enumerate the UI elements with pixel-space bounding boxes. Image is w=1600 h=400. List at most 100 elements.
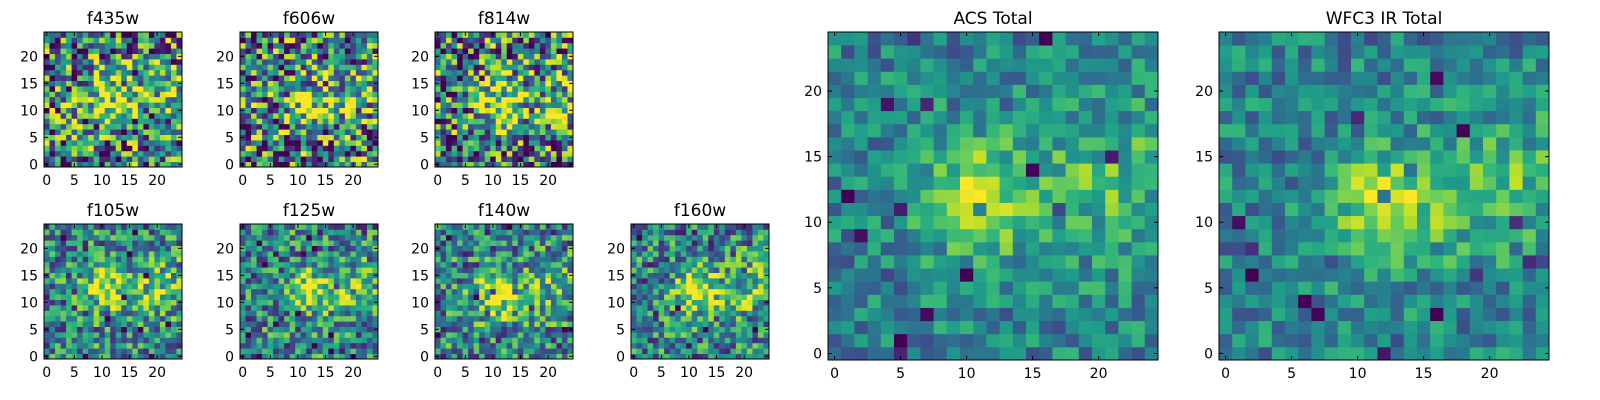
heatmap-cell	[93, 75, 100, 81]
heatmap-cell	[267, 80, 274, 87]
heatmap-cell	[49, 156, 56, 162]
heatmap-cell	[284, 53, 291, 60]
heatmap-cell	[528, 337, 535, 344]
heatmap-cell	[339, 348, 346, 354]
heatmap-cell	[506, 123, 513, 130]
heatmap-cell	[148, 145, 155, 152]
heatmap-cell	[372, 48, 379, 54]
heatmap-cell	[686, 294, 693, 300]
heatmap-cell	[262, 283, 268, 290]
heatmap-cell	[512, 123, 519, 130]
heatmap-cell	[311, 48, 318, 54]
heatmap-cell	[66, 53, 72, 60]
heatmap-cell	[104, 353, 111, 360]
heatmap-cell	[143, 272, 150, 279]
x-tick-label: 0	[238, 365, 247, 381]
heatmap-cell	[724, 342, 731, 349]
heatmap-cell	[495, 48, 502, 54]
heatmap-cell	[154, 272, 161, 279]
heatmap-cell	[440, 256, 447, 263]
x-tick-label: 10	[484, 173, 502, 189]
heatmap-cell	[664, 234, 671, 241]
heatmap-cell	[479, 348, 486, 354]
heatmap-cell	[642, 251, 648, 257]
heatmap-cell	[669, 251, 676, 257]
heatmap-cell	[561, 267, 568, 273]
heatmap-cell	[88, 342, 95, 349]
heatmap-cell	[240, 129, 246, 135]
heatmap-cell	[278, 332, 285, 338]
heatmap-cell	[300, 251, 307, 257]
heatmap-cell	[322, 42, 329, 49]
heatmap-cell	[372, 86, 379, 92]
heatmap-cell	[143, 315, 150, 322]
heatmap-cell	[528, 75, 535, 81]
heatmap-cell	[506, 96, 513, 103]
heatmap-cell	[295, 80, 302, 87]
heatmap-cell	[71, 145, 78, 152]
heatmap-cell	[534, 256, 541, 263]
heatmap-cell	[311, 240, 318, 246]
heatmap-cell	[273, 59, 280, 65]
heatmap-cell	[960, 228, 974, 243]
heatmap-cell	[697, 261, 704, 268]
heatmap-cell	[534, 299, 541, 306]
heatmap-cell	[680, 251, 687, 257]
heatmap-cell	[366, 59, 373, 65]
heatmap-cell	[561, 113, 568, 119]
heatmap-cell	[328, 145, 335, 152]
heatmap-cell	[99, 80, 106, 87]
heatmap-cell	[82, 294, 89, 300]
heatmap-cell	[295, 283, 302, 290]
heatmap-cell	[1078, 294, 1093, 308]
heatmap-cell	[636, 224, 643, 230]
heatmap-cell	[355, 80, 362, 87]
heatmap-cell	[333, 145, 340, 152]
heatmap-cell	[501, 150, 508, 157]
heatmap-cell	[88, 315, 95, 322]
heatmap-cell	[350, 272, 357, 279]
heatmap-cell	[99, 86, 106, 92]
heatmap-cell	[484, 32, 491, 38]
x-tick-label: 10	[289, 365, 307, 381]
heatmap-cell	[528, 32, 535, 38]
heatmap-cell	[273, 86, 280, 92]
heatmap-cell	[322, 229, 329, 236]
heatmap-cell	[545, 278, 552, 284]
heatmap-cell	[273, 326, 280, 333]
heatmap-cell	[284, 75, 291, 81]
heatmap-cell	[451, 86, 458, 92]
heatmap-cell	[262, 156, 268, 162]
heatmap-cell	[528, 59, 535, 65]
heatmap-cell	[708, 234, 715, 241]
heatmap-cell	[473, 91, 480, 98]
heatmap-cell	[240, 305, 246, 311]
heatmap-cell	[328, 53, 335, 60]
heatmap-cell	[631, 288, 637, 295]
y-tick-label: 20	[216, 49, 234, 65]
heatmap-cell	[986, 163, 1000, 177]
heatmap-cell	[273, 288, 280, 295]
heatmap-cell	[93, 310, 100, 317]
heatmap-cell	[251, 267, 257, 273]
heatmap-cell	[484, 53, 491, 60]
heatmap-cell	[344, 140, 351, 146]
heatmap-cell	[333, 245, 340, 252]
x-tick-label: 10	[93, 365, 111, 381]
heatmap-cell	[289, 272, 296, 279]
heatmap-cell	[686, 288, 693, 295]
heatmap-cell	[366, 353, 373, 360]
heatmap-cell	[143, 161, 150, 168]
heatmap-cell	[93, 107, 100, 114]
heatmap-cell	[355, 129, 362, 135]
heatmap-cell	[311, 161, 318, 168]
heatmap-cell	[631, 348, 637, 354]
heatmap-cell	[907, 228, 921, 243]
heatmap-cell	[143, 118, 150, 125]
heatmap-cell	[115, 305, 122, 311]
heatmap-cell	[317, 278, 324, 284]
heatmap-cell	[71, 42, 78, 49]
heatmap-cell	[697, 229, 704, 236]
heatmap-cell	[556, 145, 563, 152]
heatmap-cell	[435, 140, 441, 146]
